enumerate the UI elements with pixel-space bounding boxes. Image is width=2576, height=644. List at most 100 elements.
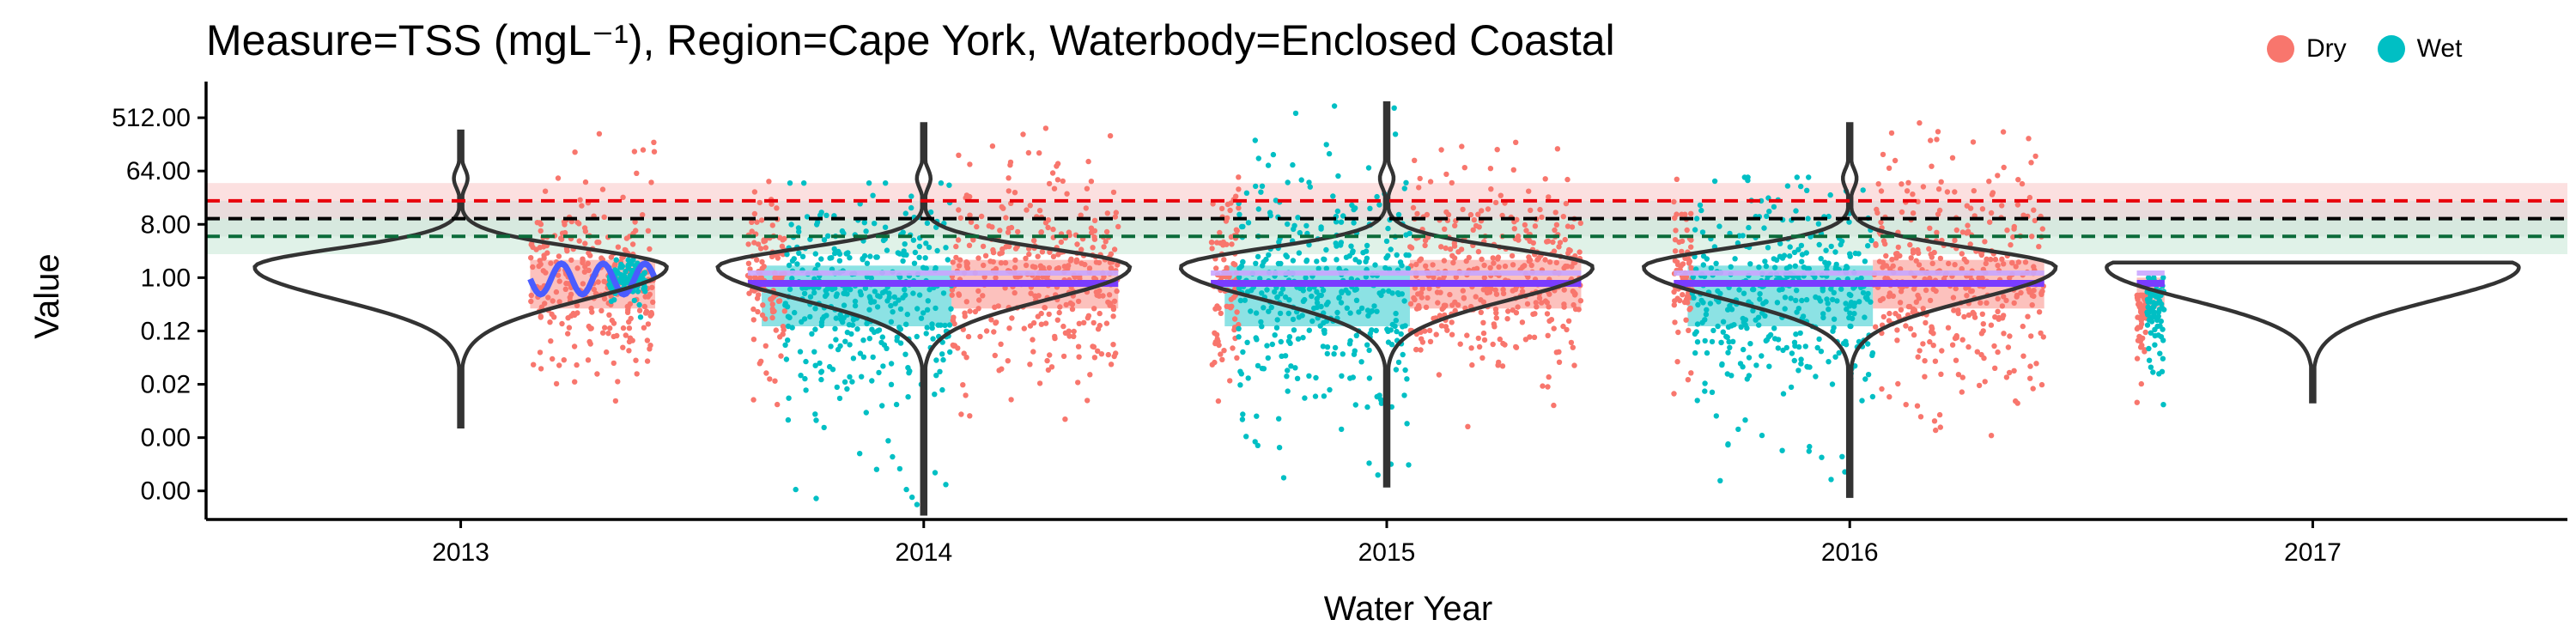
point-dry [645, 321, 652, 327]
point-dry [2009, 259, 2015, 266]
point-wet [1715, 323, 1721, 330]
point-dry [1441, 258, 1448, 264]
point-dry [629, 337, 635, 343]
point-dry [1577, 298, 1584, 304]
point-wet [1285, 388, 1291, 394]
point-dry [1078, 212, 1084, 218]
point-wet [833, 315, 839, 321]
point-dry [769, 314, 775, 321]
point-dry [1027, 361, 1033, 368]
point-wet [1799, 297, 1805, 304]
point-wet [1288, 363, 1294, 369]
point-dry [1046, 311, 1052, 318]
point-wet [1747, 341, 1753, 347]
point-wet [1707, 301, 1714, 307]
point-wet [1847, 323, 1853, 330]
point-dry [963, 299, 970, 305]
point-wet [1782, 295, 1789, 301]
point-dry [1473, 294, 1479, 300]
point-dry [757, 246, 764, 252]
point-dry [1914, 403, 1921, 409]
point-wet [1764, 213, 1770, 219]
point-dry [1007, 162, 1013, 168]
point-wet [1350, 248, 1356, 254]
point-dry [1959, 229, 1966, 235]
point-dry [981, 262, 987, 269]
point-dry [1571, 301, 1577, 308]
point-dry [1060, 178, 1066, 185]
point-wet [1264, 343, 1270, 349]
point-dry [2006, 369, 2013, 376]
point-wet [1283, 252, 1289, 258]
point-wet [1402, 367, 1408, 374]
point-wet [2160, 402, 2166, 408]
point-wet [1314, 300, 1321, 306]
point-dry [1915, 354, 1921, 360]
point-wet [2145, 304, 2151, 310]
point-wet [833, 293, 840, 299]
point-dry [963, 392, 969, 398]
point-dry [1894, 327, 1900, 333]
point-dry [1917, 120, 1923, 126]
point-wet [2160, 326, 2166, 332]
point-dry [978, 213, 985, 220]
point-wet [1711, 178, 1718, 185]
point-wet [1717, 477, 1723, 483]
point-dry [1067, 300, 1074, 307]
point-dry [1061, 264, 1068, 270]
point-dry [997, 251, 1003, 257]
point-dry [1992, 365, 1998, 371]
point-wet [1389, 290, 1395, 296]
point-wet [1398, 331, 1404, 337]
point-dry [1934, 137, 1940, 143]
point-wet [1862, 295, 1869, 301]
y-tick-label: 64.00 [126, 157, 191, 185]
point-wet [1847, 310, 1853, 316]
point-wet [1806, 265, 1812, 272]
point-dry [1431, 315, 1437, 322]
point-wet [1693, 329, 1699, 335]
point-dry [1961, 256, 1967, 263]
point-dry [755, 241, 762, 247]
point-wet [1334, 208, 1341, 215]
point-wet [803, 387, 809, 393]
point-dry [1012, 246, 1019, 252]
point-dry [1880, 313, 1886, 320]
point-dry [1426, 285, 1432, 292]
point-dry [1417, 258, 1423, 264]
point-wet [1816, 336, 1822, 343]
point-dry [636, 307, 643, 313]
point-dry [1979, 206, 1986, 212]
point-dry [1546, 304, 1552, 310]
point-wet [1331, 351, 1337, 357]
point-wet [874, 304, 881, 310]
point-dry [1530, 311, 1536, 318]
point-wet [1380, 288, 1386, 295]
point-dry [1564, 326, 1570, 333]
point-wet [1762, 258, 1768, 264]
point-wet [1806, 448, 1812, 454]
point-dry [1904, 188, 1911, 194]
point-wet [925, 298, 932, 304]
point-wet [637, 314, 644, 320]
point-wet [1330, 193, 1336, 199]
point-dry [1481, 337, 1488, 343]
point-wet [818, 369, 824, 375]
point-wet [1865, 243, 1871, 249]
point-wet [1795, 368, 1801, 374]
point-dry [1005, 358, 1012, 364]
point-wet [1818, 349, 1825, 355]
point-dry [1493, 291, 1500, 297]
point-wet [1333, 219, 1340, 225]
point-wet [1815, 221, 1822, 227]
point-dry [1083, 205, 1090, 211]
point-dry [2038, 381, 2045, 388]
point-dry [1936, 411, 1943, 418]
point-dry [1907, 241, 1913, 248]
point-wet [1700, 262, 1707, 268]
point-dry [1082, 261, 1088, 268]
point-wet [1291, 327, 1297, 333]
point-dry [2001, 294, 2007, 300]
point-dry [1923, 287, 1929, 294]
point-dry [1027, 203, 1034, 209]
